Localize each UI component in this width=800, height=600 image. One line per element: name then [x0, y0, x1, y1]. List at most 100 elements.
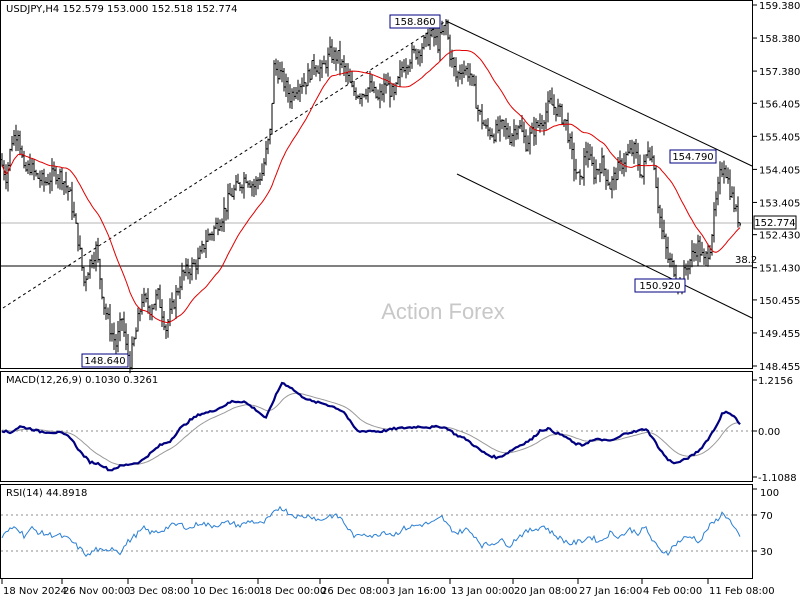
price-bar: [461, 64, 463, 85]
price-tick-label: 152.430: [759, 231, 800, 242]
price-bar: [11, 135, 13, 152]
price-bar: [307, 63, 309, 87]
price-bar: [163, 310, 165, 331]
price-bar: [517, 125, 519, 140]
rsi-label: RSI(14) 44.8918: [6, 488, 87, 499]
macd-series: [1, 381, 741, 472]
price-bar: [311, 60, 313, 80]
price-bar: [605, 168, 607, 190]
price-bar: [53, 161, 55, 177]
svg-text:148.640: 148.640: [84, 356, 125, 367]
price-bar: [291, 88, 293, 110]
price-bar: [17, 130, 19, 151]
price-bar: [341, 59, 343, 69]
price-bar: [191, 257, 193, 281]
price-bar: [211, 231, 213, 241]
price-bar: [197, 247, 199, 275]
price-bar: [469, 63, 471, 86]
price-bar: [707, 243, 709, 267]
price-bar: [423, 35, 425, 50]
annotation-swing-high: 154.790: [669, 149, 717, 164]
price-bar: [533, 116, 535, 146]
price-bar: [13, 129, 15, 146]
price-bar: [221, 218, 223, 232]
price-bar: [213, 225, 215, 242]
price-bar: [385, 73, 387, 94]
price-bar: [439, 25, 441, 62]
price-bar: [275, 58, 277, 76]
price-bar: [31, 158, 33, 176]
price-tick-label: 151.430: [759, 264, 800, 275]
price-bar: [473, 74, 475, 87]
price-axis: 159.380 158.380 157.380 156.405 155.405 154.4…: [752, 1, 800, 373]
price-bar: [105, 303, 107, 320]
price-bar: [567, 112, 569, 144]
price-bar: [29, 153, 31, 176]
rsi-series: [1, 505, 741, 557]
price-bar: [729, 169, 731, 201]
price-bar: [507, 122, 509, 139]
price-bar: [525, 129, 527, 152]
svg-text:0.00: 0.00: [758, 427, 780, 438]
price-bar: [489, 127, 491, 140]
price-bar: [665, 233, 667, 260]
price-bar: [475, 75, 477, 109]
price-bar: [549, 90, 551, 104]
price-bar: [449, 34, 451, 67]
price-bar: [57, 173, 59, 189]
price-bar: [171, 292, 173, 314]
price-bar: [723, 160, 725, 184]
price-bar: [283, 67, 285, 92]
price-bar: [159, 284, 161, 308]
price-bar: [369, 70, 371, 93]
price-bar: [731, 186, 733, 199]
price-bar: [69, 187, 71, 192]
price-bar: [587, 142, 589, 168]
price-bar: [87, 272, 89, 280]
price-bar: [403, 59, 405, 73]
price-bar: [111, 323, 113, 342]
price-bar: [147, 288, 149, 314]
price-bar: [339, 40, 341, 76]
price-bar: [589, 143, 591, 161]
time-tick-label: 27 Jan 16:00: [579, 586, 642, 597]
price-bar: [137, 307, 139, 332]
price-bar: [621, 158, 623, 175]
price-bar: [377, 89, 379, 101]
price-bar: [117, 321, 119, 353]
price-bar: [349, 68, 351, 83]
price-bar: [579, 169, 581, 186]
price-bar: [415, 48, 417, 60]
macd-axis: 1.2156 0.00 -1.1088: [752, 376, 797, 484]
price-bar: [285, 73, 287, 98]
price-tick-label: 158.380: [759, 34, 800, 45]
price-tick-label: 157.380: [759, 67, 800, 78]
price-bar: [429, 27, 431, 50]
price-bar: [37, 172, 39, 179]
price-bar: [187, 258, 189, 280]
price-bar: [383, 73, 385, 103]
time-tick-label: 18 Nov 2024: [3, 586, 67, 597]
price-bar: [651, 145, 653, 163]
price-bar: [281, 61, 283, 83]
price-bar: [639, 154, 641, 178]
time-tick-label: 18 Dec 00:00: [259, 586, 326, 597]
price-bar: [203, 244, 205, 253]
price-bar: [481, 104, 483, 130]
price-bar: [205, 229, 207, 258]
price-bar: [367, 87, 369, 103]
price-bar: [125, 323, 127, 351]
price-bar: [327, 47, 329, 77]
price-bar: [425, 32, 427, 48]
price-bar: [575, 158, 577, 180]
price-bar: [571, 131, 573, 160]
price-bar: [235, 174, 237, 191]
price-bar: [641, 174, 643, 179]
price-bar: [355, 87, 357, 101]
price-bar: [427, 28, 429, 47]
price-bar: [485, 119, 487, 129]
price-bar: [529, 127, 531, 155]
price-bar: [277, 60, 279, 84]
price-bar: [309, 68, 311, 83]
price-bar: [649, 147, 651, 161]
